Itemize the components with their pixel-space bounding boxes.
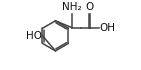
Text: OH: OH xyxy=(100,23,116,33)
Text: HO: HO xyxy=(26,31,42,41)
Text: NH₂: NH₂ xyxy=(62,2,82,12)
Text: O: O xyxy=(86,2,94,12)
